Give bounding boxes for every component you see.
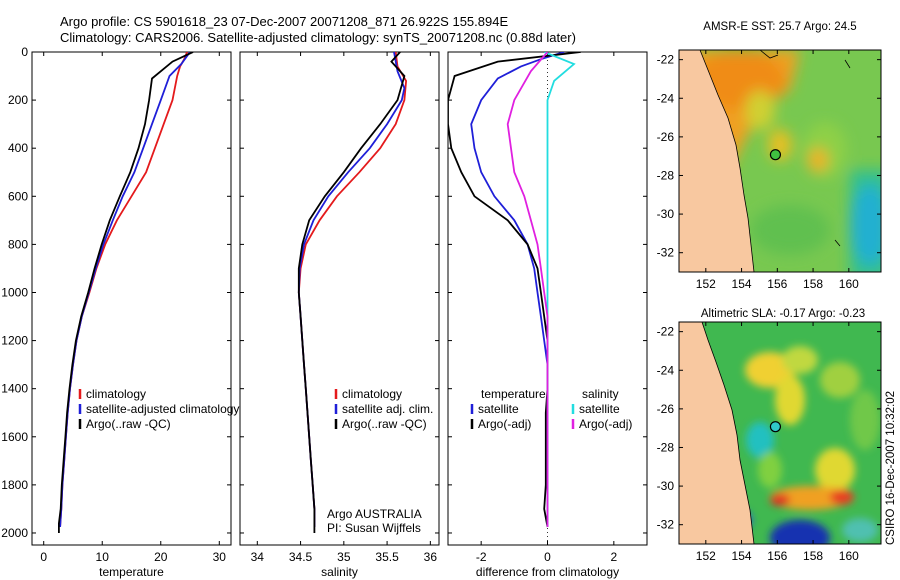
map-y-tick-label: -24 [657,363,675,377]
credit-line-1: Argo AUSTRALIA [327,507,422,521]
argo-float-marker [769,149,782,161]
panel-frame [31,51,232,546]
sst-map-frame [678,49,882,273]
legend-label: Argo(..raw -QC) [342,417,427,431]
map-y-tick-label: -32 [657,518,675,532]
x-tick-label: 30 [213,550,227,564]
series-line-argo-raw-qc- [58,52,194,533]
x-tick-label: 35 [337,550,351,564]
map-y-tick-label: -30 [657,207,675,221]
panel-frame [239,51,440,546]
profile-panel-1: 0 200 400 600 800 1000 1200 1400 1600 1800 2000 0 10… [1,45,232,579]
x-tick-label: 20 [154,550,168,564]
map-x-tick-label: 158 [803,277,823,291]
legend-label: climatology [342,387,402,401]
x-axis-label: temperature [99,565,164,579]
profile-panel-2: 34 34.5 35 35.5 36 salinity [239,51,440,579]
sla-map [679,322,881,544]
credit-line-2: PI: Susan Wijffels [327,521,421,535]
x-tick-label: 10 [96,550,110,564]
figure-subtitle: Climatology: CARS2006. Satellite-adjuste… [60,30,576,45]
map-x-tick-label: 156 [767,549,787,563]
legend-label: satellite-adjusted climatology [86,402,239,416]
map-x-tick-label: 154 [732,277,752,291]
sla-map-title: Altimetric SLA: -0.17 Argo: -0.23 [701,308,865,320]
argo-float-marker [769,421,782,433]
map-y-tick-label: -22 [657,325,675,339]
map-x-tick-label: 160 [839,277,859,291]
map-y-tick-label: -32 [657,246,675,260]
x-tick-label: -2 [476,550,487,564]
x-axis-label: difference from climatology [476,565,619,579]
series-line-argo-adj- [448,52,581,528]
x-tick-label: 0 [40,550,47,564]
sst-map-axes: -22 -24 -26 -28 -30 -32 152 154 156 158 160 [657,50,881,291]
map-x-tick-label: 152 [696,549,716,563]
series-line-salinity-argo-adj- [506,52,549,527]
x-tick-label: 35.5 [375,550,399,564]
figure-title: Argo profile: CS 5901618_23 07-Dec-2007 … [60,14,508,29]
map-y-tick-label: -26 [657,402,675,416]
legend-heading: temperature [481,387,546,401]
sla-map-frame [678,321,882,545]
y-tick-label: 0 [21,45,28,59]
map-y-tick-label: -28 [657,440,675,454]
legend-label: satellite adj. clim. [342,402,433,416]
map-y-tick-label: -26 [657,130,675,144]
legend-heading: salinity [582,387,619,401]
map-y-tick-label: -28 [657,168,675,182]
x-tick-label: 34.5 [289,550,313,564]
legend-label: Argo(-adj) [478,417,531,431]
legend-label: Argo(..raw -QC) [86,417,171,431]
x-tick-label: 34 [251,550,265,564]
x-tick-label: 36 [424,550,438,564]
y-tick-label: 800 [8,237,28,251]
x-tick-label: 2 [610,550,617,564]
y-tick-label: 1600 [1,430,28,444]
map-x-tick-label: 154 [732,549,752,563]
legend-label: Argo(-adj) [579,417,632,431]
y-tick-label: 400 [8,141,28,155]
y-tick-label: 2000 [1,526,28,540]
map-x-tick-label: 156 [767,277,787,291]
y-tick-label: 200 [8,93,28,107]
series-line-argo-raw-qc- [297,52,406,533]
map-y-tick-label: -30 [657,479,675,493]
map-x-tick-label: 152 [696,277,716,291]
legend-label: satellite [478,402,519,416]
sst-map-title: AMSR-E SST: 25.7 Argo: 24.5 [703,21,856,33]
y-tick-label: 1200 [1,334,28,348]
y-tick-label: 1800 [1,478,28,492]
x-tick-label: 0 [544,550,551,564]
sst-map [679,50,881,272]
timestamp-label: CSIRO 16-Dec-2007 10:32:02 [885,391,897,545]
legend-panel-3: temperaturesatelliteArgo(-adj)salinitysa… [470,387,632,431]
map-y-tick-label: -22 [657,53,675,67]
legend-label: satellite [579,402,620,416]
y-tick-label: 600 [8,189,28,203]
map-y-tick-label: -24 [657,91,675,105]
legend-label: climatology [86,387,146,401]
y-tick-label: 1000 [1,285,28,299]
x-axis-label: salinity [321,565,358,579]
map-x-tick-label: 160 [839,549,859,563]
map-x-tick-label: 158 [803,549,823,563]
sla-map-axes: -22 -24 -26 -28 -30 -32 152 154 156 158 160 [657,322,881,563]
y-tick-label: 1400 [1,382,28,396]
